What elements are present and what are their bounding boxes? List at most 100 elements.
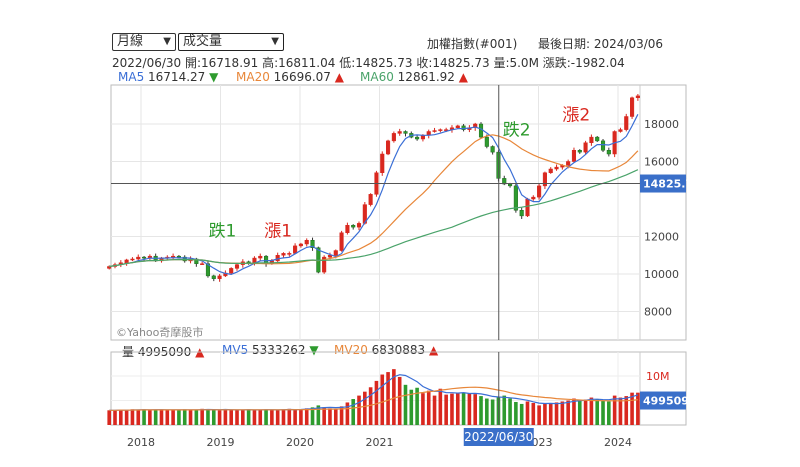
candle-body xyxy=(281,253,286,256)
candle-body xyxy=(571,150,577,162)
legend-ma60-arrow: ▲ xyxy=(458,70,468,84)
candle-body xyxy=(322,256,327,273)
candle xyxy=(449,125,455,133)
x-tick-label: 2020 xyxy=(286,436,314,449)
volume-bar xyxy=(461,392,466,425)
ma60-line xyxy=(109,169,639,268)
volume-bar xyxy=(624,396,629,425)
crosshair-date-label: 2022/06/30 xyxy=(464,430,533,444)
candle-body xyxy=(397,131,402,134)
legend-ma20-label: MA20 xyxy=(236,70,270,84)
volume-bar xyxy=(281,409,286,425)
candle-body xyxy=(490,146,495,153)
annotation-label: 跌1 xyxy=(209,222,237,242)
legend-ma5-arrow: ▼ xyxy=(209,70,219,84)
candle xyxy=(600,139,606,153)
volume-bar xyxy=(397,376,402,425)
volume-bar xyxy=(409,389,414,425)
candle xyxy=(391,131,396,143)
volume-bar xyxy=(107,410,112,425)
ma20-line xyxy=(109,134,639,268)
candle-body xyxy=(234,264,240,269)
volume-bar xyxy=(607,401,611,425)
candle-body xyxy=(310,240,315,248)
candle xyxy=(432,127,437,133)
candle-body xyxy=(531,196,536,200)
candle-body xyxy=(630,97,635,117)
candle-body xyxy=(298,243,303,247)
volume-bar xyxy=(217,410,222,425)
volume-bar xyxy=(241,409,245,425)
candle xyxy=(211,274,216,282)
volume-legend-mv20-value: 6830883 xyxy=(371,343,426,357)
volume-bar xyxy=(200,408,204,425)
candle-body xyxy=(142,256,147,259)
legend-ma20-value: 16696.07 xyxy=(273,70,331,84)
candle-body xyxy=(205,263,211,277)
candle-body xyxy=(508,183,513,187)
candle xyxy=(298,242,303,248)
volume-bar xyxy=(525,401,530,425)
volume-bar xyxy=(386,372,390,425)
candle-body xyxy=(577,150,582,153)
indicator-select[interactable]: 成交量 ▼ xyxy=(178,33,284,51)
volume-bar xyxy=(572,398,576,425)
volume-bar xyxy=(333,409,338,425)
indicator-select-value: 成交量 xyxy=(183,34,223,49)
volume-bar xyxy=(560,401,565,425)
volume-bar xyxy=(339,406,344,425)
volume-bar xyxy=(583,399,588,425)
candle xyxy=(368,193,373,207)
candle xyxy=(630,96,635,119)
candle-body xyxy=(229,268,234,274)
candle-body xyxy=(176,255,181,258)
candle-body xyxy=(171,255,176,258)
candle-body xyxy=(519,210,524,217)
volume-tick-label: 10M xyxy=(646,370,670,383)
volume-legend-mv20-label: MV20 xyxy=(334,343,368,357)
volume-bar xyxy=(119,409,123,425)
volume-bar xyxy=(421,393,425,425)
volume-bar xyxy=(258,409,263,425)
y-tick-label: 10000 xyxy=(644,268,679,281)
volume-bar xyxy=(293,409,297,425)
volume-bar xyxy=(612,395,617,425)
volume-bar xyxy=(304,408,309,425)
candle-body xyxy=(624,116,629,130)
period-select[interactable]: 月線 ▼ xyxy=(112,33,176,51)
period-select-value: 月線 xyxy=(117,34,144,49)
candle xyxy=(537,183,542,200)
candle xyxy=(322,255,327,274)
volume-bar xyxy=(554,402,559,425)
candle-body xyxy=(200,263,205,265)
candle-body xyxy=(606,150,611,155)
volume-bar xyxy=(165,410,170,425)
volume-bar xyxy=(589,397,594,425)
volume-bar xyxy=(148,410,152,425)
candle xyxy=(275,252,280,263)
x-tick-label: 2019 xyxy=(207,436,235,449)
candle-body xyxy=(356,223,362,228)
candle xyxy=(345,222,350,235)
volume-bar xyxy=(438,388,443,425)
volume-bar xyxy=(444,394,448,425)
candle xyxy=(589,134,594,146)
candle-body xyxy=(566,161,571,166)
volume-bar xyxy=(473,394,478,425)
volume-bar xyxy=(543,403,547,425)
volume-bar xyxy=(177,410,181,425)
volume-bar xyxy=(490,399,495,425)
volume-bar xyxy=(432,395,437,425)
candle xyxy=(595,136,600,142)
candle xyxy=(583,140,588,155)
candle xyxy=(310,237,315,251)
candle-body xyxy=(618,129,623,132)
candle-body xyxy=(548,168,553,173)
volume-bar xyxy=(374,380,379,425)
legend-ma60: MA60 12861.92 ▲ xyxy=(360,70,468,84)
volume-bar xyxy=(159,409,164,425)
x-tick-label: 2024 xyxy=(604,436,632,449)
candle xyxy=(624,113,629,132)
volume-legend-mv5-label: MV5 xyxy=(222,343,249,357)
